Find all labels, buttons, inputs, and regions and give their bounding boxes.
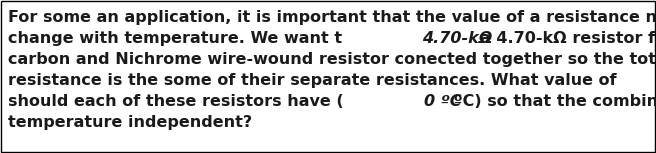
Text: carbon and Nichrome wire-wound resistor conected together so the total: carbon and Nichrome wire-wound resistor … <box>8 52 656 67</box>
Text: resistance is the some of their separate resistances. What value of: resistance is the some of their separate… <box>8 73 617 88</box>
Text: temperature independent?: temperature independent? <box>8 115 252 130</box>
Text: 4.70-kΩ: 4.70-kΩ <box>422 31 493 46</box>
Text: For some an application, it is important that the value of a resistance not: For some an application, it is important… <box>8 10 656 25</box>
Text: ºC) so that the combination is: ºC) so that the combination is <box>448 94 656 109</box>
Text: change with temperature. We want t: change with temperature. We want t <box>8 31 342 46</box>
Text: a 4.70-kΩ resistor from a: a 4.70-kΩ resistor from a <box>480 31 656 46</box>
Text: 0 ºC: 0 ºC <box>424 94 461 109</box>
Text: should each of these resistors have (: should each of these resistors have ( <box>8 94 344 109</box>
